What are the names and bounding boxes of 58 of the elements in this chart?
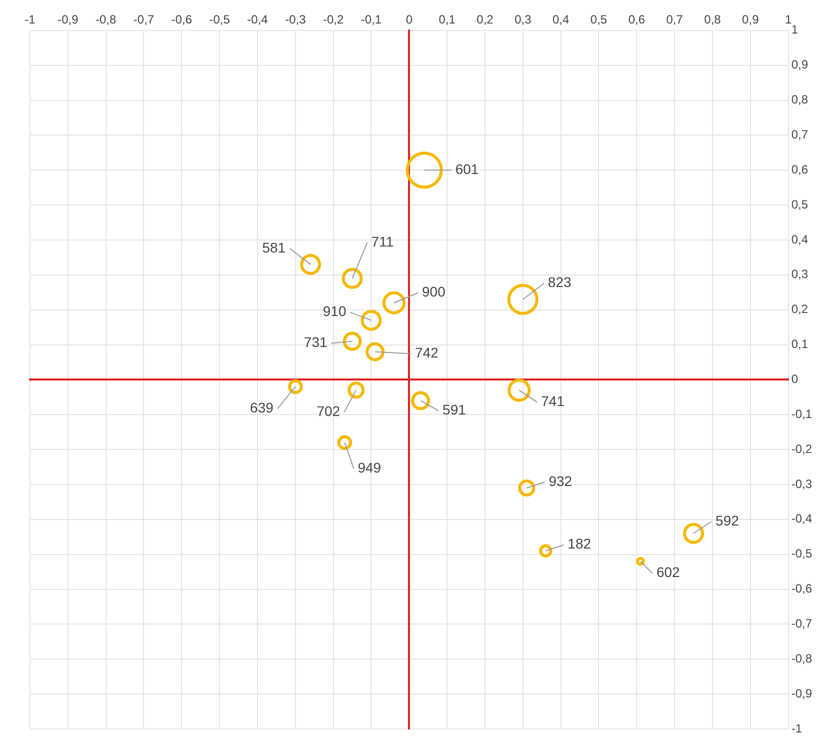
x-tick-label: 0 xyxy=(406,12,413,27)
x-tick-label: -0,9 xyxy=(58,12,79,27)
y-tick-label: 0,7 xyxy=(791,128,808,142)
y-tick-label: -0,2 xyxy=(791,442,812,456)
x-tick-label: 0,4 xyxy=(552,12,570,27)
x-tick-label: -0,1 xyxy=(360,12,382,27)
y-tick-label: -0,8 xyxy=(791,651,812,666)
y-tick-label: 0,2 xyxy=(791,302,808,316)
annotation: 702 xyxy=(316,403,340,420)
annotation: 601 xyxy=(455,160,479,177)
annotation: 602 xyxy=(656,564,680,580)
y-tick-label: -0,3 xyxy=(791,476,812,491)
y-tick-label: 0,6 xyxy=(791,162,808,176)
x-tick-label: 0,8 xyxy=(704,12,722,27)
x-tick-label: 0,5 xyxy=(590,12,608,27)
x-tick-label: -0,6 xyxy=(171,12,192,27)
y-tick-label: 0,1 xyxy=(791,337,808,352)
y-tick-label: -1 xyxy=(791,721,802,736)
x-tick-label: -1 xyxy=(24,12,36,27)
x-tick-label: -0,4 xyxy=(247,12,268,27)
y-tick-label: 1 xyxy=(791,22,798,37)
y-tick-label: -0,7 xyxy=(791,616,812,631)
annotation: 592 xyxy=(716,512,740,528)
annotation: 823 xyxy=(548,274,572,290)
annotation: 741 xyxy=(541,393,565,410)
y-tick-label: -0,6 xyxy=(791,582,812,596)
annotation: 711 xyxy=(371,233,394,250)
annotation: 731 xyxy=(304,334,328,350)
y-tick-label: 0,9 xyxy=(791,58,808,72)
annotation: 742 xyxy=(415,344,439,361)
x-tick-label: 0,6 xyxy=(628,12,646,27)
x-tick-label: -0,7 xyxy=(133,12,154,27)
annotation: 182 xyxy=(568,536,592,552)
y-tick-label: 0 xyxy=(791,372,798,386)
x-tick-label: 0,2 xyxy=(476,12,494,27)
annotation: 591 xyxy=(442,402,466,418)
y-tick-label: -0,5 xyxy=(791,546,812,561)
annotation: 581 xyxy=(262,239,286,256)
x-tick-label: 0,3 xyxy=(514,12,532,27)
x-tick-label: 0,7 xyxy=(666,12,684,27)
annotation: 639 xyxy=(250,400,274,416)
x-tick-label: -0,8 xyxy=(95,12,116,27)
y-tick-label: 0,5 xyxy=(791,197,808,212)
annotation: 932 xyxy=(548,472,572,489)
y-tick-label: 0,3 xyxy=(791,267,808,282)
annotation: 900 xyxy=(422,284,446,300)
y-tick-label: -0,9 xyxy=(791,686,812,700)
x-tick-label: 0,1 xyxy=(438,12,456,27)
x-tick-label: -0,5 xyxy=(209,12,230,27)
y-tick-label: -0,1 xyxy=(791,406,812,421)
x-tick-label: -0,2 xyxy=(322,12,344,27)
annotation: 949 xyxy=(358,459,382,476)
x-tick-label: 0,9 xyxy=(742,12,760,27)
x-tick-label: -0,3 xyxy=(285,12,306,27)
y-tick-label: 0,8 xyxy=(791,92,808,107)
y-tick-label: -0,4 xyxy=(791,512,812,526)
y-tick-label: 0,4 xyxy=(791,232,808,246)
annotation: 910 xyxy=(322,303,346,320)
